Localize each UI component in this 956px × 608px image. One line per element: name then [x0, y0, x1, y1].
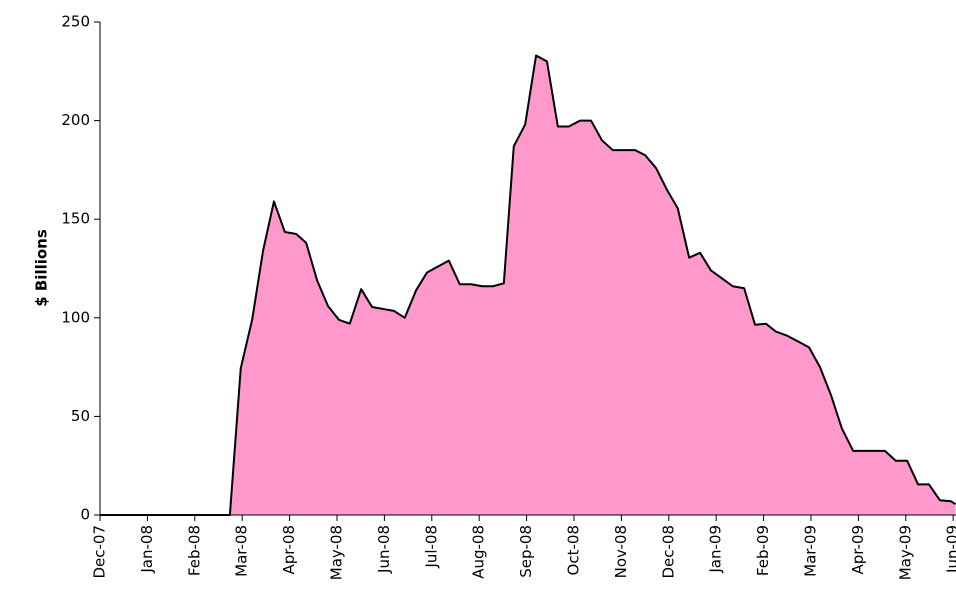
area-fill [100, 55, 956, 516]
area-line [100, 54, 956, 516]
x-tick-label: May-09 [896, 525, 914, 580]
x-tick-label: Jun-09 [944, 525, 956, 574]
x-tick-label: Jun-08 [375, 525, 393, 574]
x-tick-label: Aug-08 [470, 525, 488, 579]
y-tick-label: 50 [71, 407, 90, 425]
y-tick-label: 0 [80, 506, 90, 524]
x-tick-label: Apr-09 [849, 525, 867, 575]
x-tick-label: Oct-08 [564, 525, 582, 575]
x-tick-label: Jan-08 [138, 525, 156, 574]
x-tick-label: Sep-08 [517, 525, 535, 578]
y-axis-label: $ Billions [33, 229, 51, 307]
x-tick-label: Mar-09 [801, 525, 819, 577]
x-tick-label: Feb-08 [185, 525, 203, 576]
x-tick-label: Mar-08 [233, 525, 251, 577]
x-tick-label: Apr-08 [280, 525, 298, 575]
x-tick-label: Jul-08 [422, 525, 440, 569]
y-tick-label: 100 [61, 308, 90, 326]
x-tick-label: May-08 [327, 525, 345, 580]
x-tick-label: Nov-08 [612, 525, 630, 578]
x-tick-label: Dec-08 [659, 525, 677, 579]
x-tick-label: Dec-07 [91, 525, 109, 579]
y-tick-label: 250 [61, 13, 90, 31]
y-tick-label: 200 [61, 111, 90, 129]
y-tick-label: 150 [61, 210, 90, 228]
x-tick-label: Jan-09 [707, 525, 725, 574]
x-tick-label: Feb-09 [754, 525, 772, 576]
